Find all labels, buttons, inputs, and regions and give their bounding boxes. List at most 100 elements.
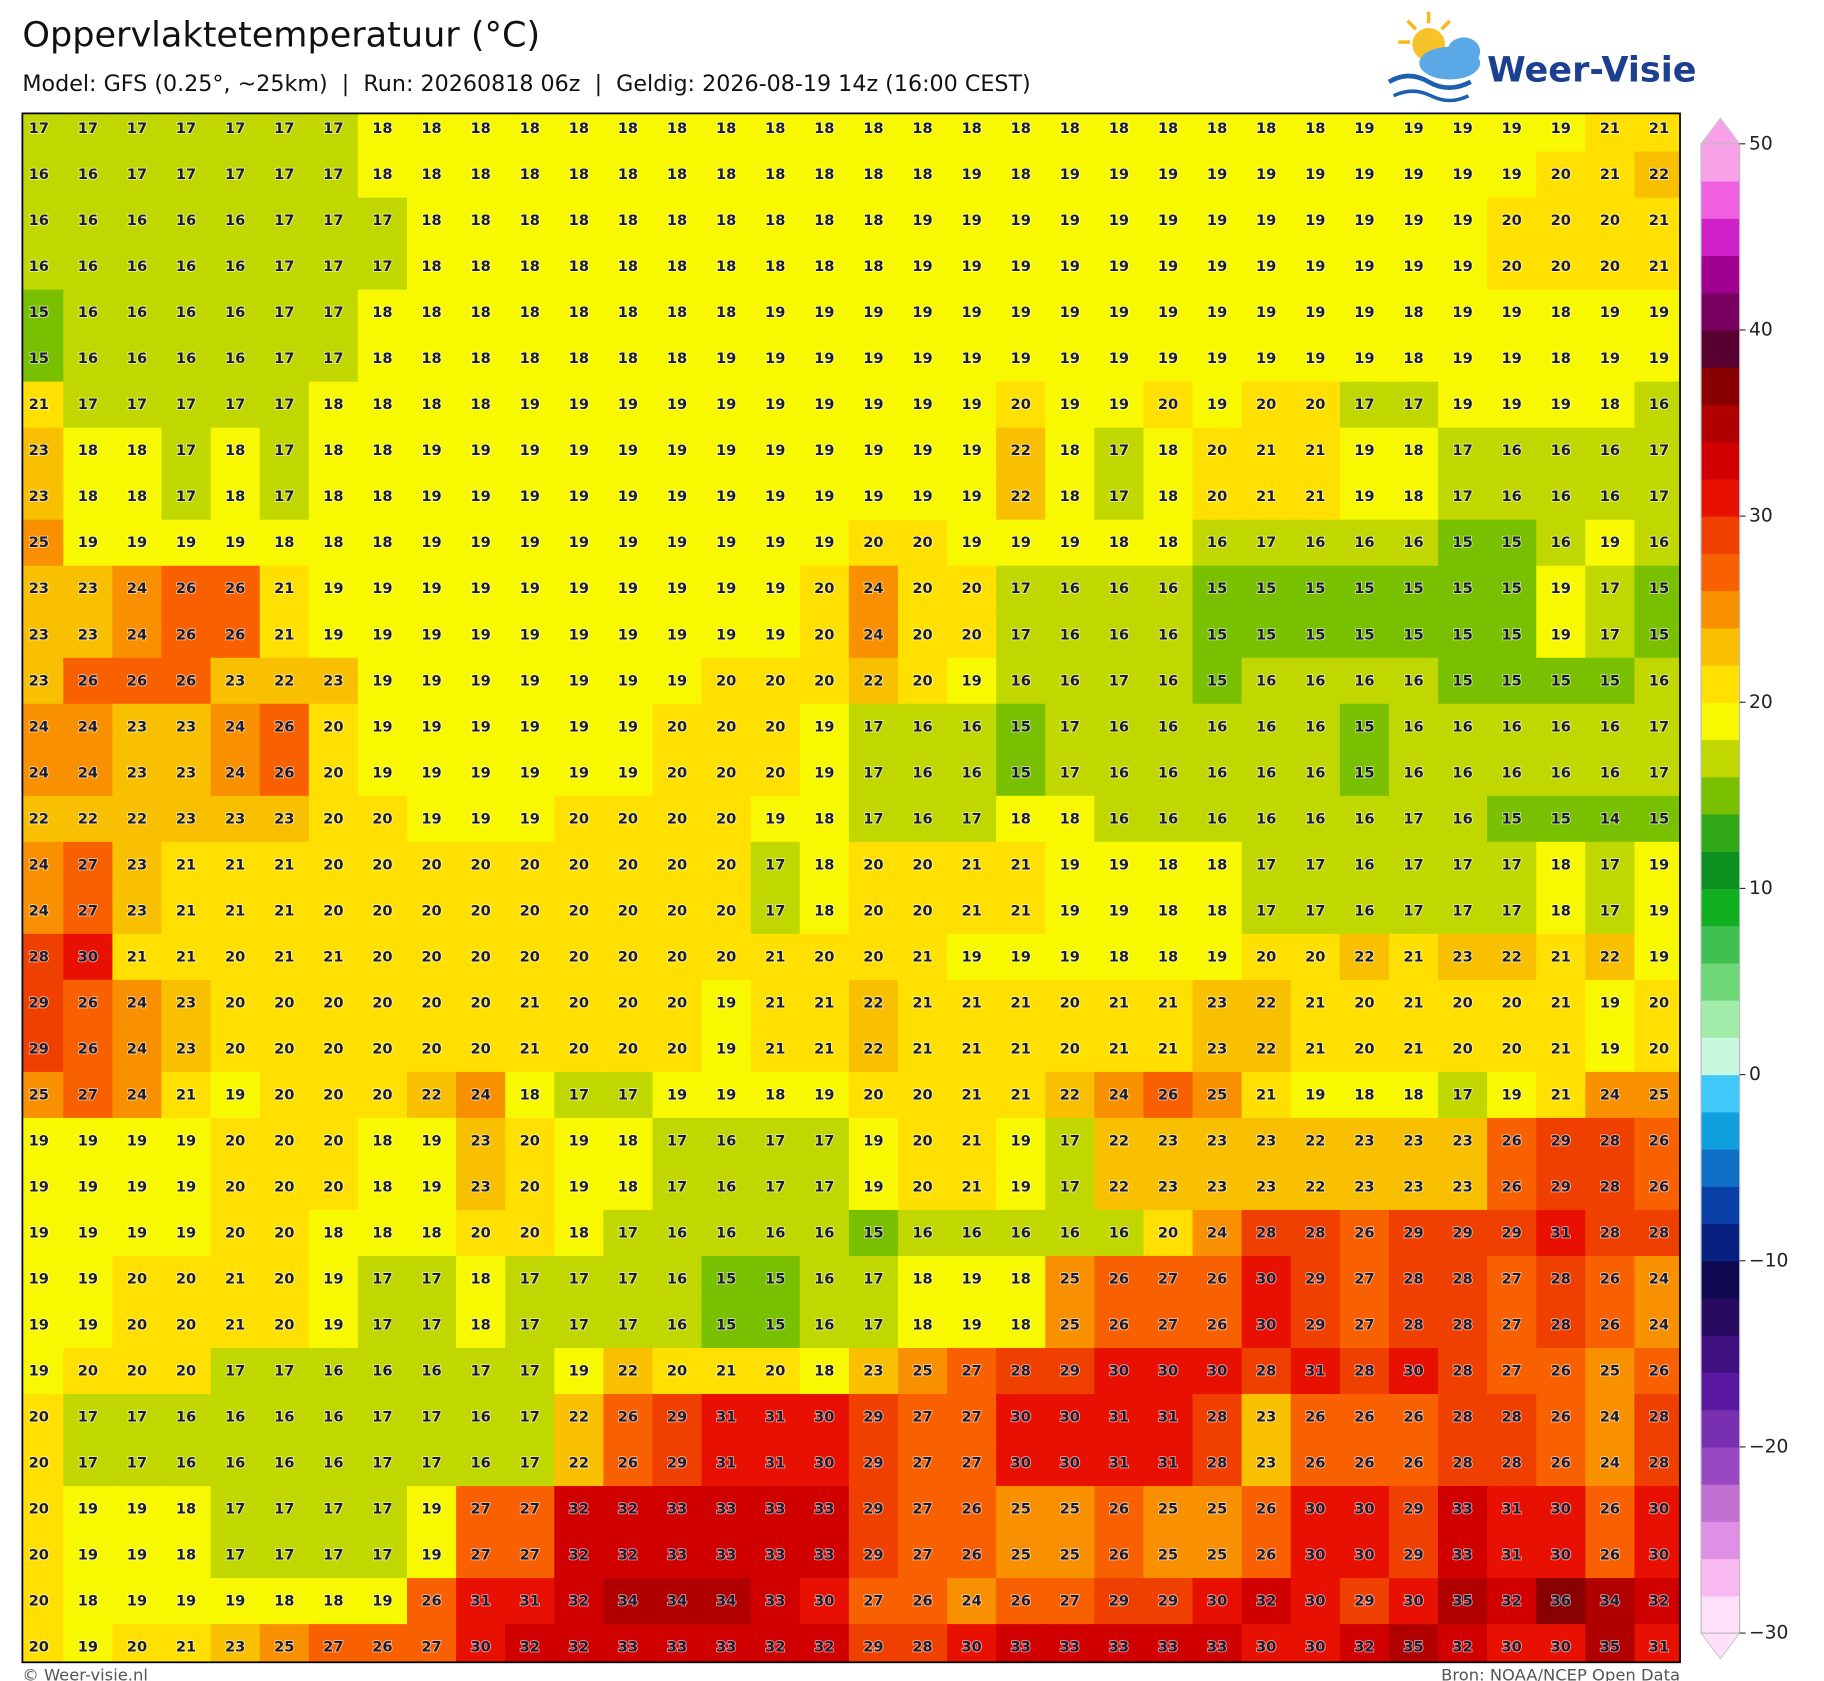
temperature-cell [1585,113,1636,153]
temperature-cell [897,1117,948,1165]
temperature-cell [603,381,654,429]
temperature-label: 26 [274,718,294,735]
temperature-label: 19 [520,534,540,551]
temperature-cell [1585,1301,1636,1349]
temperature-label: 18 [814,902,834,919]
temperature-label: 21 [961,1086,981,1103]
temperature-cell [848,1347,899,1395]
temperature-cell [701,427,752,475]
temperature-label: 33 [667,1639,687,1656]
temperature-label: 19 [421,1178,441,1195]
temperature-cell [308,1025,359,1073]
temperature-label: 19 [1305,166,1325,183]
temperature-cell [1438,113,1488,153]
temperature-label: 20 [225,994,245,1011]
temperature-label: 17 [274,396,294,413]
temperature-cell [701,1025,752,1073]
temperature-label: 16 [29,166,49,183]
temperature-label: 19 [863,304,883,321]
temperature-label: 16 [1109,764,1129,781]
temperature-label: 19 [1207,304,1227,321]
temperature-label: 15 [1551,810,1571,827]
temperature-label: 21 [1649,258,1669,275]
temperature-cell [799,565,850,613]
temperature-label: 15 [1011,764,1031,781]
temperature-label: 22 [1109,1132,1129,1149]
temperature-label: 24 [127,1040,147,1057]
temperature-cell [1290,243,1341,291]
temperature-cell [210,151,261,199]
temperature-label: 27 [78,1086,98,1103]
temperature-label: 21 [176,1639,196,1656]
temperature-label: 19 [1354,212,1374,229]
temperature-cell [406,113,457,153]
temperature-label: 19 [912,396,932,413]
temperature-label: 18 [323,442,343,459]
temperature-cell [1045,565,1095,613]
temperature-cell [161,289,212,337]
temperature-label: 19 [569,580,589,597]
temperature-label: 26 [421,1593,441,1610]
temperature-cell [210,519,261,567]
temperature-cell [1045,1347,1095,1395]
temperature-label: 18 [421,350,441,367]
temperature-label: 22 [1600,948,1620,965]
temperature-cell [456,841,506,889]
temperature-label: 19 [1452,166,1472,183]
temperature-label: 32 [569,1547,589,1564]
temperature-label: 24 [961,1593,981,1610]
temperature-label: 30 [814,1593,834,1610]
temperature-label: 19 [1109,304,1129,321]
temperature-cell [1045,657,1095,705]
temperature-label: 17 [274,1501,294,1518]
temperature-cell [1241,657,1292,705]
temperature-label: 18 [421,212,441,229]
temperature-cell [996,1071,1046,1119]
temperature-cell [210,1255,261,1303]
temperature-label: 19 [1452,350,1472,367]
temperature-cell [947,933,997,981]
temperature-label: 24 [1109,1086,1129,1103]
temperature-label: 16 [1403,672,1423,689]
temperature-cell [947,841,997,889]
temperature-cell [603,841,654,889]
temperature-cell [1192,887,1243,935]
temperature-cell [554,519,604,567]
temperature-label: 20 [1502,258,1522,275]
temperature-label: 19 [520,488,540,505]
temperature-cell [750,1209,801,1257]
temperature-cell [947,979,997,1027]
temperature-cell [308,887,359,935]
temperature-label: 18 [372,120,392,137]
temperature-cell [1241,933,1292,981]
temperature-cell [897,703,948,751]
temperature-label: 15 [1452,534,1472,551]
temperature-cell [161,113,212,153]
temperature-label: 19 [78,1132,98,1149]
temperature-cell [1290,1025,1341,1073]
temperature-label: 19 [765,488,785,505]
temperature-label: 18 [127,442,147,459]
temperature-label: 19 [1305,350,1325,367]
temperature-cell [112,703,163,751]
temperature-cell [357,749,408,797]
temperature-label: 30 [814,1409,834,1426]
temperature-label: 20 [176,1270,196,1287]
temperature-cell [1143,1071,1194,1119]
temperature-label: 17 [618,1224,638,1241]
temperature-label: 19 [29,1316,49,1333]
temperature-label: 16 [225,212,245,229]
temperature-label: 19 [127,1593,147,1610]
temperature-label: 15 [1502,580,1522,597]
temperature-label: 19 [421,810,441,827]
temperature-cell [1094,289,1145,337]
temperature-cell [1241,381,1292,429]
temperature-label: 17 [274,350,294,367]
temperature-cell [1438,1071,1488,1119]
temperature-cell [1290,611,1341,659]
temperature-cell [701,1347,752,1395]
temperature-cell [1634,1071,1681,1119]
temperature-cell [63,565,113,613]
colorbar-band [1701,1372,1740,1411]
temperature-label: 16 [1109,626,1129,643]
